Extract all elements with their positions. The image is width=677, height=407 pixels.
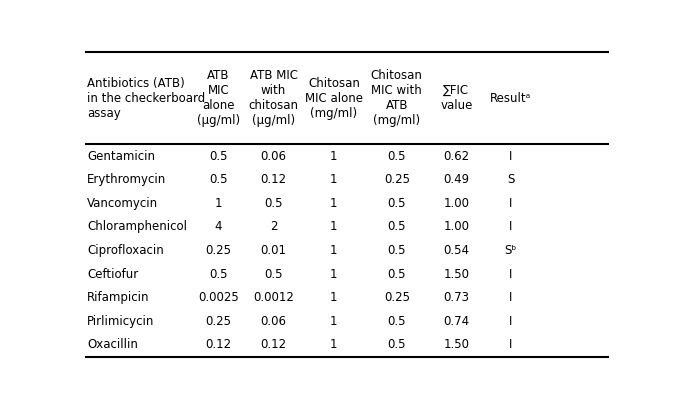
Text: 4: 4 [215,221,222,234]
Text: 1: 1 [330,244,338,257]
Text: I: I [509,315,512,328]
Text: 0.5: 0.5 [387,197,406,210]
Text: 1.50: 1.50 [443,267,469,280]
Text: 1: 1 [330,197,338,210]
Text: 0.0012: 0.0012 [253,291,294,304]
Text: 1: 1 [330,267,338,280]
Text: 1: 1 [330,221,338,234]
Text: 0.25: 0.25 [384,173,410,186]
Text: 0.54: 0.54 [443,244,469,257]
Text: 0.12: 0.12 [261,338,286,351]
Text: ∑FIC
value: ∑FIC value [440,84,473,112]
Text: 0.5: 0.5 [209,150,227,163]
Text: 1.00: 1.00 [443,221,469,234]
Text: 0.5: 0.5 [387,267,406,280]
Text: Pirlimicycin: Pirlimicycin [87,315,154,328]
Text: 1: 1 [330,150,338,163]
Text: 1.00: 1.00 [443,197,469,210]
Text: Rifampicin: Rifampicin [87,291,150,304]
Text: Chitosan
MIC with
ATB
(mg/ml): Chitosan MIC with ATB (mg/ml) [371,69,422,127]
Text: 0.0025: 0.0025 [198,291,239,304]
Text: 0.06: 0.06 [261,150,286,163]
Text: 0.12: 0.12 [205,338,232,351]
Text: 0.01: 0.01 [261,244,286,257]
Text: 2: 2 [269,221,278,234]
Text: 1.50: 1.50 [443,338,469,351]
Text: 0.5: 0.5 [387,221,406,234]
Text: 0.5: 0.5 [264,197,283,210]
Text: 1: 1 [330,173,338,186]
Text: Ceftiofur: Ceftiofur [87,267,139,280]
Text: 0.5: 0.5 [387,338,406,351]
Text: 1: 1 [215,197,222,210]
Text: I: I [509,267,512,280]
Text: 0.74: 0.74 [443,315,469,328]
Text: 0.25: 0.25 [384,291,410,304]
Text: ATB
MIC
alone
(µg/ml): ATB MIC alone (µg/ml) [197,69,240,127]
Text: I: I [509,338,512,351]
Text: S: S [507,173,515,186]
Text: 1: 1 [330,291,338,304]
Text: Vancomycin: Vancomycin [87,197,158,210]
Text: 0.73: 0.73 [443,291,469,304]
Text: I: I [509,197,512,210]
Text: Chloramphenicol: Chloramphenicol [87,221,188,234]
Text: 0.5: 0.5 [209,173,227,186]
Text: Sᵇ: Sᵇ [504,244,517,257]
Text: Ciprofloxacin: Ciprofloxacin [87,244,164,257]
Text: 0.5: 0.5 [264,267,283,280]
Text: 0.5: 0.5 [387,315,406,328]
Text: 0.49: 0.49 [443,173,469,186]
Text: 1: 1 [330,315,338,328]
Text: 0.5: 0.5 [387,150,406,163]
Text: I: I [509,150,512,163]
Text: I: I [509,221,512,234]
Text: 0.25: 0.25 [205,315,232,328]
Text: Antibiotics (ATB)
in the checkerboard
assay: Antibiotics (ATB) in the checkerboard as… [87,77,206,120]
Text: 1: 1 [330,338,338,351]
Text: I: I [509,291,512,304]
Text: Gentamicin: Gentamicin [87,150,155,163]
Text: Chitosan
MIC alone
(mg/ml): Chitosan MIC alone (mg/ml) [305,77,363,120]
Text: ATB MIC
with
chitosan
(µg/ml): ATB MIC with chitosan (µg/ml) [248,69,299,127]
Text: 0.5: 0.5 [387,244,406,257]
Text: Erythromycin: Erythromycin [87,173,167,186]
Text: 0.25: 0.25 [205,244,232,257]
Text: Oxacillin: Oxacillin [87,338,138,351]
Text: 0.5: 0.5 [209,267,227,280]
Text: 0.06: 0.06 [261,315,286,328]
Text: 0.62: 0.62 [443,150,469,163]
Text: 0.12: 0.12 [261,173,286,186]
Text: Resultᵃ: Resultᵃ [490,92,531,105]
